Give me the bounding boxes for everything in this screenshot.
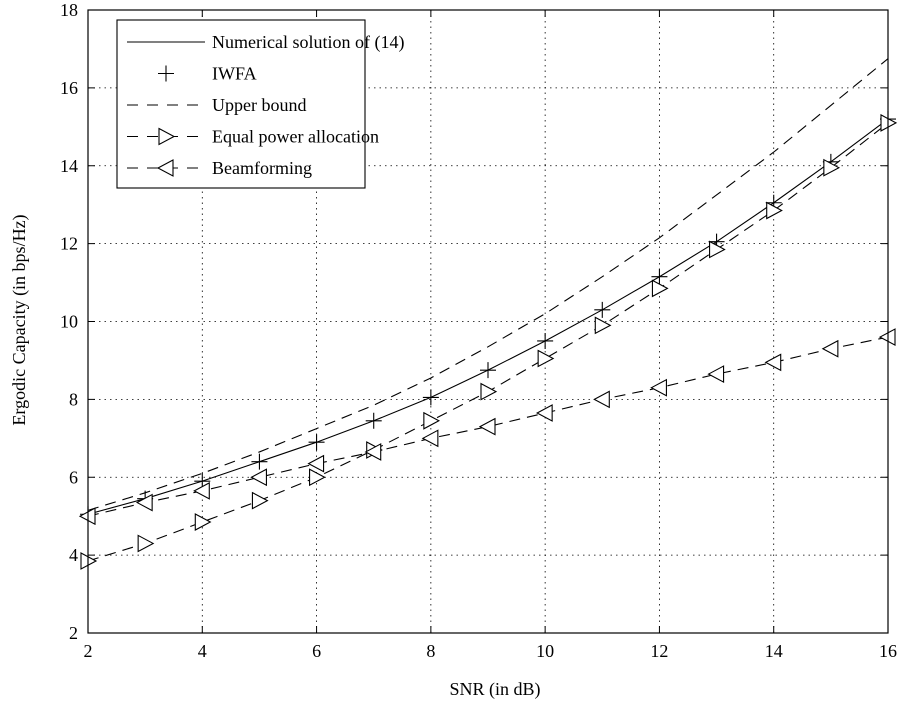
series-3-point bbox=[823, 158, 841, 177]
series-4-point bbox=[364, 443, 382, 461]
series-4 bbox=[78, 328, 896, 526]
x-tick-label: 14 bbox=[765, 641, 783, 661]
series-3-point bbox=[594, 316, 612, 335]
series-3-point bbox=[251, 491, 269, 510]
y-tick-label: 16 bbox=[60, 78, 78, 98]
legend-entry-label: IWFA bbox=[212, 64, 257, 84]
series-1-point bbox=[251, 453, 268, 470]
series-4-point bbox=[478, 417, 496, 436]
series-3-point bbox=[480, 382, 498, 401]
x-tick-label: 16 bbox=[879, 641, 897, 661]
axes: 2 4 6 8 10 12 14 16 2 4 6 8 10 12 14 16 18 bbox=[60, 0, 897, 661]
y-tick-label: 2 bbox=[69, 623, 78, 643]
series-3-point bbox=[709, 240, 726, 259]
y-tick-label: 14 bbox=[60, 156, 78, 176]
y-tick-label: 18 bbox=[60, 0, 78, 20]
series-4-point bbox=[535, 404, 553, 422]
series-4-point bbox=[593, 390, 610, 409]
series-4-point bbox=[650, 378, 667, 397]
x-tick-label: 6 bbox=[312, 641, 321, 661]
legend-swatch-marker bbox=[158, 127, 176, 146]
series-4-point bbox=[307, 454, 325, 473]
series-4-point bbox=[135, 493, 153, 512]
legend-entry-label: Numerical solution of (14) bbox=[212, 32, 404, 53]
x-tick-label: 8 bbox=[426, 641, 435, 661]
series-3-point bbox=[194, 513, 212, 531]
series-2 bbox=[87, 58, 889, 511]
x-tick-label: 10 bbox=[536, 641, 554, 661]
series-3-point bbox=[309, 468, 326, 487]
y-tick-label: 10 bbox=[60, 312, 78, 332]
series-4-point bbox=[764, 353, 782, 372]
y-tick-label: 8 bbox=[69, 389, 78, 409]
series-4-point bbox=[821, 339, 839, 358]
y-axis-label: Ergodic Capacity (in bps/Hz) bbox=[9, 214, 30, 425]
series-1-point bbox=[594, 301, 611, 318]
y-tick-label: 4 bbox=[69, 545, 78, 565]
series-3-point bbox=[537, 349, 555, 368]
x-tick-label: 2 bbox=[84, 641, 93, 661]
series-2-line bbox=[87, 58, 889, 511]
series-4-point bbox=[250, 468, 267, 487]
series-1-point bbox=[651, 268, 668, 285]
series-1-point bbox=[365, 412, 382, 429]
series-3-point bbox=[137, 534, 155, 553]
series-3-point bbox=[423, 411, 441, 430]
x-tick-label: 4 bbox=[198, 641, 207, 661]
x-axis-label: SNR (in dB) bbox=[449, 679, 540, 700]
y-tick-label: 6 bbox=[69, 467, 78, 487]
series-1-point bbox=[308, 434, 325, 451]
plot-frame bbox=[87, 9, 889, 634]
series-3-point bbox=[766, 201, 783, 220]
series-1-point bbox=[480, 362, 496, 379]
x-tick-label: 12 bbox=[650, 641, 668, 661]
legend-swatch-marker bbox=[158, 65, 174, 82]
series-4-line bbox=[87, 336, 889, 517]
series-4-point bbox=[193, 481, 210, 500]
legend: Numerical solution of (14) IWFA Upper boun… bbox=[116, 19, 404, 189]
legend-box bbox=[116, 19, 366, 189]
legend-swatch-marker bbox=[156, 159, 174, 177]
series-3-point bbox=[651, 279, 669, 298]
legend-entry-label: Beamforming bbox=[212, 158, 312, 178]
series-1-point bbox=[422, 389, 439, 406]
series-1 bbox=[80, 111, 896, 523]
y-tick-label: 12 bbox=[60, 234, 78, 254]
legend-entry-label: Upper bound bbox=[212, 95, 306, 115]
series-4-point bbox=[707, 365, 725, 383]
legend-entry-label: Equal power allocation bbox=[212, 127, 379, 147]
series-1-point bbox=[537, 332, 554, 349]
series-4-point bbox=[421, 429, 439, 448]
